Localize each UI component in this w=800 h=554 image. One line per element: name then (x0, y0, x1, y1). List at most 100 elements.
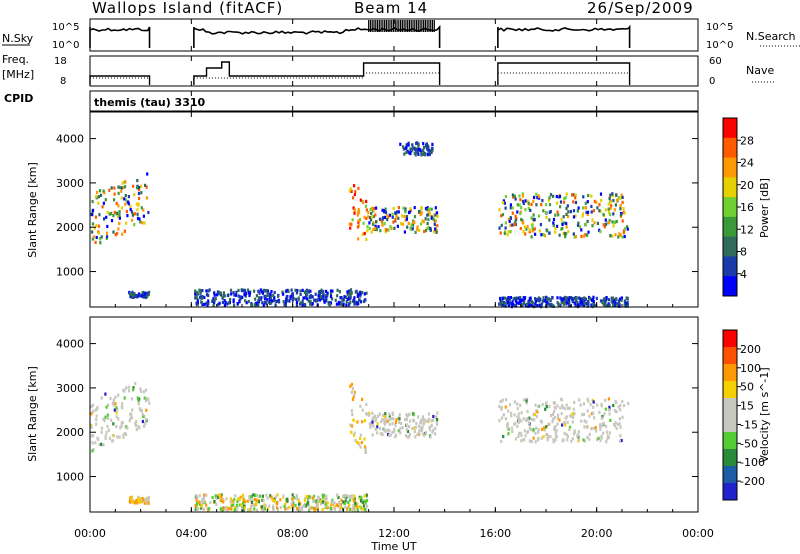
echo-cell (355, 440, 359, 444)
echo-cell (363, 215, 366, 219)
echo-cell (109, 396, 112, 401)
echo-cell (198, 494, 201, 498)
freq-left-tick-bottom: 8 (60, 76, 66, 87)
echo-cell (270, 290, 273, 294)
echo-cell (130, 210, 134, 214)
echo-cell (381, 413, 385, 417)
echo-cell (240, 288, 244, 293)
echo-cell (130, 496, 133, 500)
echo-cell (353, 208, 356, 212)
echo-cell (565, 212, 568, 216)
echo-cell (515, 301, 519, 305)
echo-cell (130, 499, 133, 503)
echo-cell (356, 225, 359, 229)
echo-cell (285, 298, 288, 302)
echo-cell (255, 294, 258, 298)
echo-cell (101, 205, 104, 209)
echo-cell (412, 418, 415, 422)
echo-cell (291, 497, 294, 501)
echo-cell (368, 413, 371, 417)
echo-cell (301, 299, 304, 303)
echo-cell (147, 397, 150, 401)
echo-cell (572, 296, 575, 301)
echo-cell (112, 434, 116, 438)
echo-cell (321, 291, 324, 295)
echo-cell (359, 198, 362, 202)
echo-cell (360, 506, 363, 510)
echo-cell (365, 208, 368, 212)
echo-cell (517, 412, 520, 416)
echo-cell (147, 498, 150, 502)
echo-cell (194, 504, 197, 508)
echo-cell (309, 289, 312, 293)
echo-cell (500, 223, 503, 227)
echo-cell (117, 185, 120, 189)
echo-cell (202, 507, 205, 511)
echo-cell (498, 405, 501, 409)
echo-cell (428, 207, 431, 211)
station-title: Wallops Island (fitACF) (92, 0, 283, 17)
echo-cell (336, 493, 339, 497)
echo-cell (425, 226, 429, 230)
echo-cell (541, 427, 544, 431)
echo-cell (286, 299, 289, 303)
echo-cell (124, 198, 128, 202)
echo-cell (342, 298, 345, 302)
x-tick-label: 20:00 (581, 527, 613, 540)
echo-cell (120, 424, 123, 428)
echo-cell (566, 214, 570, 218)
noise-spikes (368, 20, 435, 32)
echo-cell (509, 230, 512, 234)
echo-cell (623, 303, 627, 307)
echo-cell (528, 230, 531, 234)
echo-cell (414, 230, 417, 234)
echo-cell (405, 145, 408, 150)
echo-cell (390, 226, 393, 231)
echo-cell (620, 296, 623, 300)
echo-cell (531, 229, 534, 233)
echo-cell (291, 295, 295, 299)
echo-cell (371, 433, 374, 437)
echo-cell (330, 500, 333, 504)
echo-cell (592, 295, 595, 299)
echo-cell (403, 152, 406, 156)
colorbar-swatch (723, 466, 737, 484)
echo-cell (509, 203, 512, 207)
echo-cell (142, 295, 145, 299)
echo-cell (503, 231, 506, 236)
echo-cell (602, 223, 605, 227)
echo-cell (434, 219, 437, 223)
echo-cell (326, 506, 329, 510)
echo-cell (575, 296, 578, 300)
echo-cell (602, 421, 605, 425)
echo-cell (612, 303, 615, 307)
echo-cell (383, 415, 386, 419)
echo-cell (124, 193, 127, 198)
echo-cell (379, 229, 382, 233)
echo-cell (619, 408, 622, 412)
echo-cell (314, 500, 317, 504)
echo-cell (566, 438, 569, 442)
echo-cell (200, 296, 204, 300)
echo-cell (405, 423, 408, 427)
echo-cell (243, 504, 246, 508)
echo-cell (501, 300, 504, 304)
echo-cell (423, 433, 426, 437)
echo-cell (556, 224, 559, 228)
echo-cell (346, 505, 350, 509)
echo-cell (365, 493, 368, 497)
echo-cell (510, 411, 513, 415)
echo-cell (621, 399, 624, 403)
echo-cell (584, 201, 587, 205)
echo-cell (323, 502, 326, 506)
echo-cell (135, 420, 138, 424)
echo-cell (620, 298, 623, 302)
echo-cell (421, 432, 425, 436)
echo-cell (618, 304, 621, 308)
echo-cell (102, 443, 105, 447)
echo-cell (534, 300, 537, 304)
echo-cell (324, 497, 327, 501)
echo-cell (512, 297, 515, 301)
echo-cell (417, 144, 420, 148)
echo-cell (295, 291, 299, 295)
